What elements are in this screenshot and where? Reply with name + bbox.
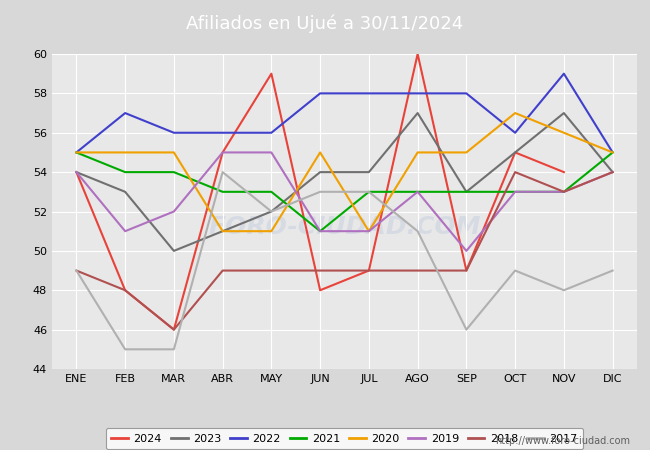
Text: http://www.foro-ciudad.com: http://www.foro-ciudad.com xyxy=(495,436,630,446)
Text: Afiliados en Ujué a 30/11/2024: Afiliados en Ujué a 30/11/2024 xyxy=(187,14,463,33)
Legend: 2024, 2023, 2022, 2021, 2020, 2019, 2018, 2017: 2024, 2023, 2022, 2021, 2020, 2019, 2018… xyxy=(106,428,583,449)
Text: FORO-CIUDAD.COM: FORO-CIUDAD.COM xyxy=(208,215,481,239)
